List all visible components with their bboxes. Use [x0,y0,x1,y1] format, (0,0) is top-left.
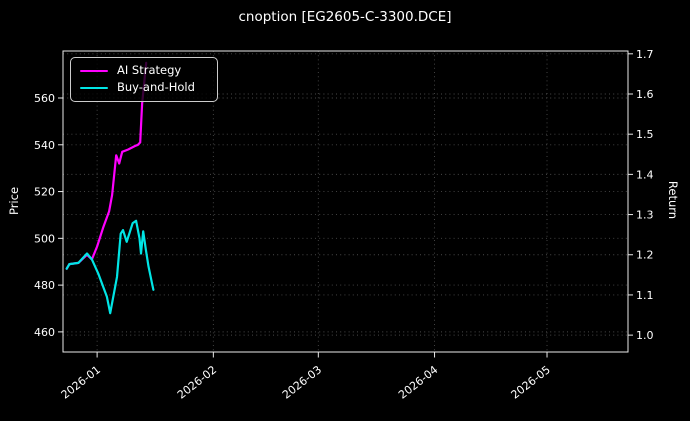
axis-tick-label: 1.5 [636,128,654,141]
legend-item-ai-strategy: AI Strategy [80,65,208,77]
axis-tick-label: 1.2 [636,249,654,262]
axis-tick-label: 540 [34,139,55,152]
axis-tick-label: 1.4 [636,168,654,181]
axis-tick-label: 1.3 [636,209,654,222]
legend: AI Strategy Buy-and-Hold [70,57,218,102]
axis-tick-label: 2026-04 [396,363,440,402]
legend-item-label: Buy-and-Hold [117,80,195,95]
axis-tick-label: 2026-05 [509,363,553,402]
chart-title: cnoption [EG2605-C-3300.DCE] [238,9,452,25]
axis-tick-label: 1.1 [636,289,654,302]
axis-tick-label: 2026-02 [175,363,219,402]
ai-strategy-line-swatch-icon [80,69,108,73]
axis-tick-label: 1.0 [636,329,654,342]
right-axis-label: Return [666,180,680,220]
axis-tick-label: 560 [34,92,55,105]
buy-and-hold-line-swatch-icon [80,86,108,90]
axis-tick-label: 480 [34,279,55,292]
axis-tick-label: 500 [34,232,55,245]
axis-tick-label: 1.6 [636,88,654,101]
axis-tick-label: 2026-03 [280,363,324,402]
series-line-buy-and-hold [65,219,155,315]
plot-border [62,50,629,353]
left-axis-label: Price [7,186,21,216]
axis-tick-label: 1.7 [636,48,654,61]
axis-tick-label: 460 [34,326,55,339]
axis-tick-label: 520 [34,186,55,199]
axis-tick-label: 2026-01 [59,363,103,402]
legend-item-label: AI Strategy [117,63,182,78]
legend-item-buy-and-hold: Buy-and-Hold [80,82,208,94]
